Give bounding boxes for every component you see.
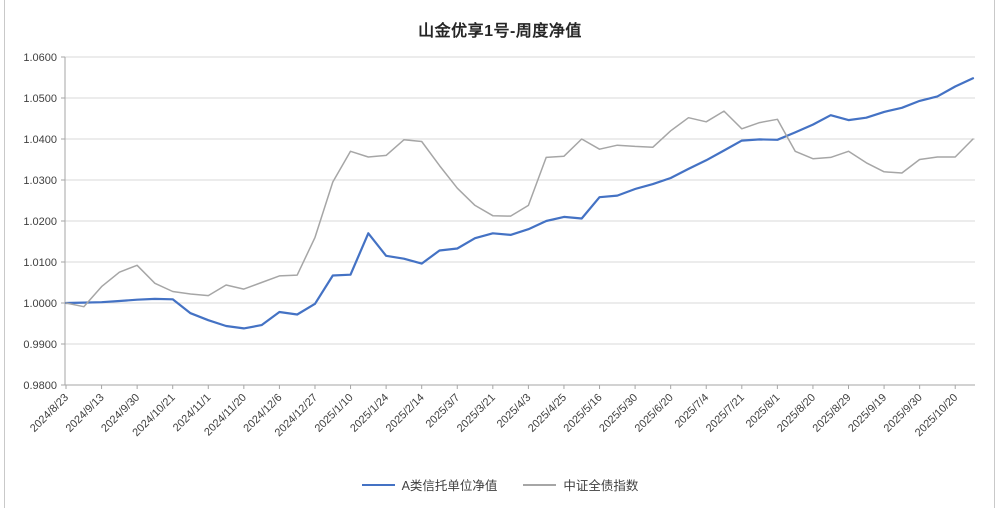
page-left-border — [4, 0, 5, 508]
y-tick-label: 0.9900 — [23, 339, 57, 351]
y-tick-label: 1.0000 — [23, 298, 57, 310]
series-line-bond-index — [65, 110, 974, 308]
y-tick-label: 1.0400 — [23, 134, 57, 146]
x-tick-label: 2025/3/21 — [455, 392, 498, 435]
legend-line-swatch-gray — [523, 483, 557, 486]
chart-title: 山金优享1号-周度净值 — [418, 23, 582, 40]
x-tick-label: 2025/6/20 — [633, 392, 676, 435]
y-tick-label: 1.0500 — [23, 93, 57, 105]
chart-legend: A类信托单位净值 中证全债指数 — [0, 475, 1000, 494]
legend-line-swatch-blue — [361, 483, 395, 486]
y-tick-label: 1.0300 — [23, 175, 57, 187]
page-right-border — [994, 0, 995, 508]
series-line-trust-nav — [64, 77, 975, 330]
x-tick-label: 2025/7/21 — [704, 392, 747, 435]
y-tick-label: 1.0600 — [23, 52, 57, 64]
legend-item-bond-index: 中证全债指数 — [523, 475, 638, 494]
y-tick-label: 0.9800 — [23, 380, 57, 392]
y-tick-label: 1.0200 — [23, 216, 57, 228]
y-tick-label: 1.0100 — [23, 257, 57, 269]
legend-label: A类信托单位净值 — [401, 479, 498, 493]
legend-item-trust-nav: A类信托单位净值 — [361, 475, 498, 494]
legend-label: 中证全债指数 — [563, 479, 639, 493]
x-tick-label: 2025/2/14 — [384, 392, 427, 435]
